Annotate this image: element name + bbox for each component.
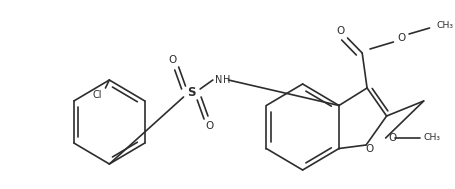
Text: O: O (365, 144, 373, 154)
Text: O: O (206, 121, 214, 131)
Text: CH₃: CH₃ (436, 22, 453, 30)
Text: N: N (215, 75, 222, 85)
Text: H: H (223, 75, 230, 85)
Text: O: O (389, 133, 397, 143)
Text: O: O (169, 55, 177, 65)
Text: O: O (397, 33, 405, 43)
Text: O: O (337, 26, 345, 36)
Text: CH₃: CH₃ (424, 133, 441, 143)
Text: S: S (187, 87, 196, 99)
Text: Cl: Cl (92, 90, 101, 100)
